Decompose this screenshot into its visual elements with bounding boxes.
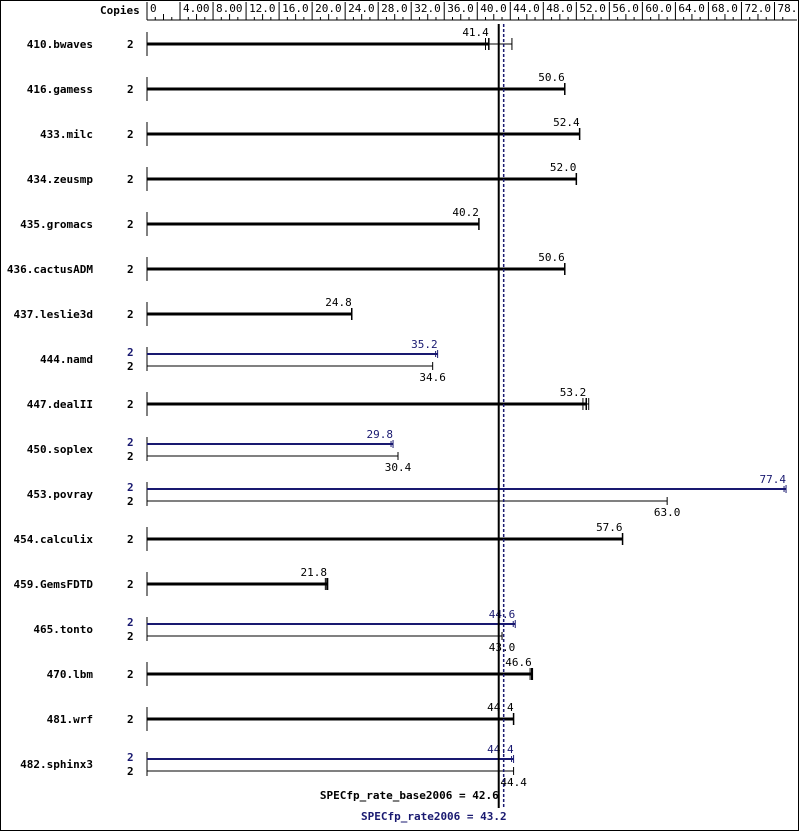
- base-copies: 2: [127, 450, 134, 463]
- x-tick-label: 68.0: [711, 2, 738, 15]
- x-tick-label: 32.0: [414, 2, 441, 15]
- benchmark-label: 465.tonto: [33, 623, 93, 636]
- benchmark-label: 435.gromacs: [20, 218, 93, 231]
- benchmark-label: 416.gamess: [27, 83, 93, 96]
- peak-value-label: 29.8: [367, 428, 394, 441]
- peak-value-label: 77.4: [760, 473, 787, 486]
- base-copies: 2: [127, 713, 134, 726]
- x-tick-label: 52.0: [579, 2, 606, 15]
- base-value-label: 24.8: [325, 296, 352, 309]
- benchmark-label: 450.soplex: [27, 443, 94, 456]
- x-tick-label: 44.0: [513, 2, 540, 15]
- peak-copies: 2: [127, 751, 134, 764]
- peak-copies: 2: [127, 436, 134, 449]
- benchmark-label: 470.lbm: [47, 668, 94, 681]
- base-value-label: 41.4: [462, 26, 489, 39]
- base-copies: 2: [127, 398, 134, 411]
- base-value-label: 57.6: [596, 521, 623, 534]
- base-value-label: 63.0: [654, 506, 681, 519]
- peak-reference-label: SPECfp_rate2006 = 43.2: [361, 810, 507, 823]
- benchmark-label: 433.milc: [40, 128, 93, 141]
- benchmark-label: 459.GemsFDTD: [14, 578, 94, 591]
- base-copies: 2: [127, 218, 134, 231]
- x-tick-label: 0: [150, 2, 157, 15]
- benchmark-label: 444.namd: [40, 353, 93, 366]
- base-copies: 2: [127, 495, 134, 508]
- x-tick-label: 20.0: [315, 2, 342, 15]
- base-value-label: 34.6: [419, 371, 446, 384]
- base-copies: 2: [127, 360, 134, 373]
- base-copies: 2: [127, 308, 134, 321]
- x-tick-label: 12.0: [249, 2, 275, 15]
- benchmark-label: 410.bwaves: [27, 38, 93, 51]
- peak-copies: 2: [127, 346, 134, 359]
- benchmark-label: 481.wrf: [47, 713, 93, 726]
- base-value-label: 44.4: [487, 701, 514, 714]
- base-copies: 2: [127, 578, 134, 591]
- peak-value-label: 35.2: [411, 338, 438, 351]
- base-value-label: 40.2: [452, 206, 479, 219]
- x-tick-label: 4.00: [183, 2, 210, 15]
- x-tick-label: 64.0: [678, 2, 705, 15]
- x-tick-label: 36.0: [447, 2, 474, 15]
- benchmark-label: 447.dealII: [27, 398, 93, 411]
- base-value-label: 46.6: [505, 656, 532, 669]
- base-value-label: 50.6: [538, 71, 565, 84]
- base-value-label: 21.8: [300, 566, 327, 579]
- peak-value-label: 44.4: [487, 743, 514, 756]
- base-value-label: 43.0: [489, 641, 516, 654]
- x-tick-label: 78.0: [777, 2, 799, 15]
- base-value-label: 44.4: [500, 776, 527, 789]
- x-tick-label: 24.0: [348, 2, 375, 15]
- peak-copies: 2: [127, 616, 134, 629]
- peak-value-label: 44.6: [489, 608, 516, 621]
- base-value-label: 30.4: [385, 461, 412, 474]
- benchmark-label: 437.leslie3d: [14, 308, 93, 321]
- peak-copies: 2: [127, 481, 134, 494]
- base-reference-label: SPECfp_rate_base2006 = 42.6: [320, 789, 499, 802]
- base-copies: 2: [127, 128, 134, 141]
- base-value-label: 52.0: [550, 161, 577, 174]
- base-value-label: 52.4: [553, 116, 580, 129]
- base-copies: 2: [127, 668, 134, 681]
- benchmark-label: 454.calculix: [14, 533, 94, 546]
- base-copies: 2: [127, 533, 134, 546]
- benchmark-label: 434.zeusmp: [27, 173, 94, 186]
- base-copies: 2: [127, 38, 134, 51]
- base-copies: 2: [127, 263, 134, 276]
- x-tick-label: 40.0: [480, 2, 507, 15]
- base-copies: 2: [127, 173, 134, 186]
- x-tick-label: 16.0: [282, 2, 309, 15]
- x-tick-label: 56.0: [612, 2, 639, 15]
- benchmark-label: 482.sphinx3: [20, 758, 93, 771]
- base-value-label: 53.2: [560, 386, 587, 399]
- x-tick-label: 8.00: [216, 2, 243, 15]
- benchmark-label: 453.povray: [27, 488, 94, 501]
- base-copies: 2: [127, 83, 134, 96]
- copies-header: Copies: [100, 4, 140, 17]
- base-copies: 2: [127, 630, 134, 643]
- x-tick-label: 72.0: [744, 2, 771, 15]
- base-copies: 2: [127, 765, 134, 778]
- x-tick-label: 60.0: [645, 2, 672, 15]
- base-value-label: 50.6: [538, 251, 565, 264]
- x-tick-label: 28.0: [381, 2, 408, 15]
- x-tick-label: 48.0: [546, 2, 573, 15]
- benchmark-label: 436.cactusADM: [7, 263, 93, 276]
